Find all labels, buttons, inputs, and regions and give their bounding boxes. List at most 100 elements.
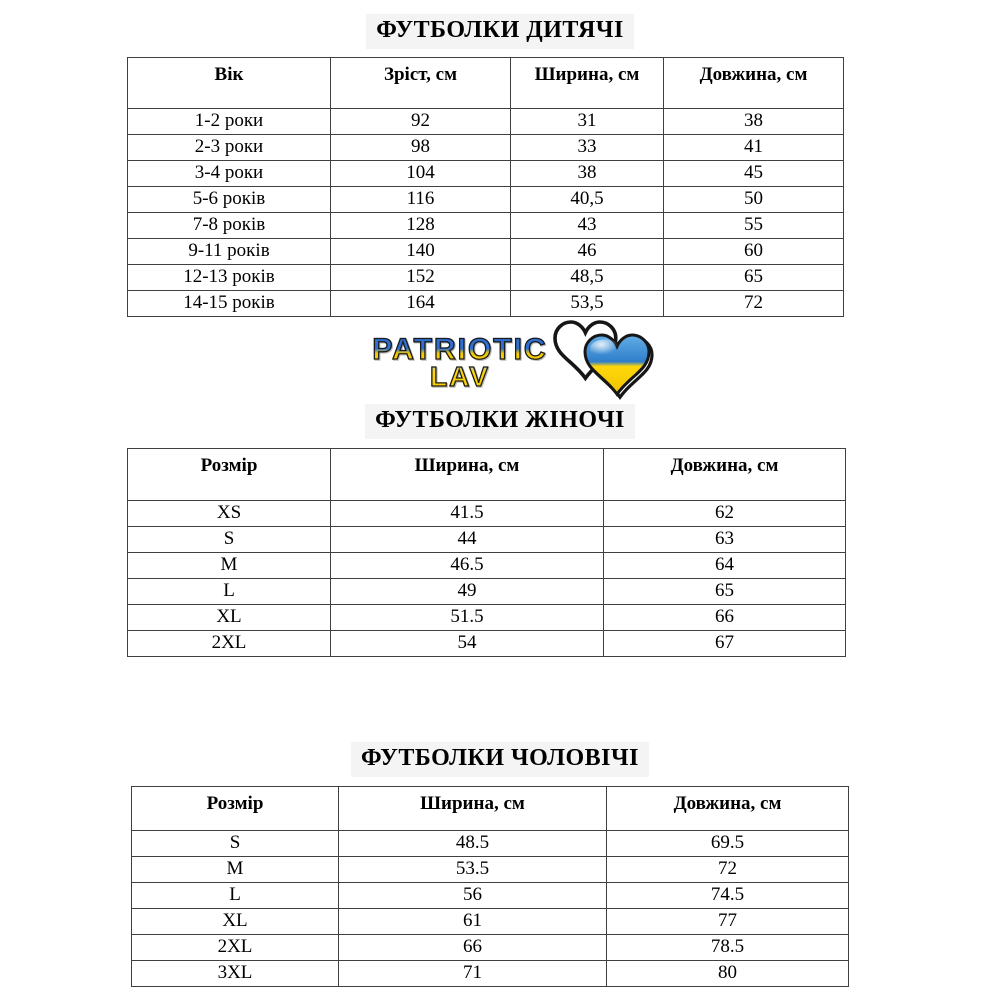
column-header: Вік [127,57,331,109]
table-cell: 46.5 [330,552,604,579]
table-cell: 72 [663,290,844,317]
table-row: XS 41.5 62 [127,500,846,527]
table-cell: 50 [663,186,844,213]
table-cell: 33 [510,134,664,161]
table-cell: 53.5 [338,856,607,883]
table-row: S 44 63 [127,526,846,553]
table-cell: 7-8 років [127,212,331,239]
column-header: Ширина, см [510,57,664,109]
brand-name-line1: PATRIOTIC [372,332,548,366]
table-cell: 61 [338,908,607,935]
table-cell: 64 [603,552,846,579]
table-cell: 54 [330,630,604,657]
table-row: M 53.5 72 [131,856,849,883]
table-row: L 56 74.5 [131,882,849,909]
column-header: Довжина, см [603,448,846,501]
table-cell: 65 [663,264,844,291]
table-cell: 116 [330,186,511,213]
table-cell: 45 [663,160,844,187]
table-row: 3XL 71 80 [131,960,849,987]
table-cell: S [127,526,331,553]
brand-name-line2: LAV [429,361,490,393]
kids-size-table: Вік Зріст, см Ширина, см Довжина, см 1-2 ро… [127,57,844,317]
women-header-row: Розмір Ширина, см Довжина, см [127,448,846,501]
table-cell: 152 [330,264,511,291]
table-row: 2-3 роки 98 33 41 [127,134,844,161]
brand-logo: PATRIOTIC LAV [14,318,1000,409]
table-cell: 48,5 [510,264,664,291]
table-cell: 31 [510,108,664,135]
table-cell: 67 [603,630,846,657]
table-cell: 2XL [127,630,331,657]
table-cell: 3XL [131,960,339,987]
table-cell: 41.5 [330,500,604,527]
column-header: Ширина, см [330,448,604,501]
table-cell: 51.5 [330,604,604,631]
table-cell: L [131,882,339,909]
table-row: 3-4 роки 104 38 45 [127,160,844,187]
table-row: XL 61 77 [131,908,849,935]
table-row: 1-2 роки 92 31 38 [127,108,844,135]
table-cell: 66 [603,604,846,631]
column-header: Ширина, см [338,786,607,831]
column-header: Розмір [131,786,339,831]
table-cell: 2XL [131,934,339,961]
table-cell: 140 [330,238,511,265]
ukraine-hearts-icon [552,318,656,409]
table-cell: 66 [338,934,607,961]
table-cell: 65 [603,578,846,605]
table-cell: 63 [603,526,846,553]
table-cell: 9-11 років [127,238,331,265]
table-cell: 128 [330,212,511,239]
table-cell: S [131,830,339,857]
table-cell: 69.5 [606,830,849,857]
women-size-table: Розмір Ширина, см Довжина, см XS 41.5 62 S 44 6… [127,448,846,657]
table-cell: 71 [338,960,607,987]
table-cell: 104 [330,160,511,187]
table-row: 12-13 років 152 48,5 65 [127,264,844,291]
table-row: XL 51.5 66 [127,604,846,631]
table-cell: 80 [606,960,849,987]
table-cell: 55 [663,212,844,239]
table-cell: 56 [338,882,607,909]
table-row: L 49 65 [127,578,846,605]
table-cell: 14-15 років [127,290,331,317]
kids-header-row: Вік Зріст, см Ширина, см Довжина, см [127,57,844,109]
column-header: Довжина, см [663,57,844,109]
table-cell: 38 [663,108,844,135]
table-row: M 46.5 64 [127,552,846,579]
table-cell: 98 [330,134,511,161]
table-cell: 41 [663,134,844,161]
women-section-title: ФУТБОЛКИ ЖІНОЧІ [0,398,1000,439]
table-cell: 49 [330,578,604,605]
table-row: 14-15 років 164 53,5 72 [127,290,844,317]
table-row: 2XL 66 78.5 [131,934,849,961]
table-cell: M [127,552,331,579]
table-cell: 77 [606,908,849,935]
table-cell: 53,5 [510,290,664,317]
table-cell: XL [127,604,331,631]
women-section-title-text: ФУТБОЛКИ ЖІНОЧІ [365,404,635,439]
men-header-row: Розмір Ширина, см Довжина, см [131,786,849,831]
men-size-table: Розмір Ширина, см Довжина, см S 48.5 69.5 M 53… [131,786,849,987]
table-cell: 74.5 [606,882,849,909]
table-cell: 3-4 роки [127,160,331,187]
table-cell: 92 [330,108,511,135]
table-row: 7-8 років 128 43 55 [127,212,844,239]
column-header: Зріст, см [330,57,511,109]
table-cell: 62 [603,500,846,527]
column-header: Довжина, см [606,786,849,831]
column-header: Розмір [127,448,331,501]
table-cell: 78.5 [606,934,849,961]
table-row: S 48.5 69.5 [131,830,849,857]
table-cell: 5-6 років [127,186,331,213]
table-cell: 12-13 років [127,264,331,291]
table-row: 5-6 років 116 40,5 50 [127,186,844,213]
men-section-title-text: ФУТБОЛКИ ЧОЛОВІЧІ [351,742,649,777]
table-cell: 1-2 роки [127,108,331,135]
table-row: 9-11 років 140 46 60 [127,238,844,265]
table-cell: 38 [510,160,664,187]
table-cell: 43 [510,212,664,239]
table-cell: 44 [330,526,604,553]
table-row: 2XL 54 67 [127,630,846,657]
